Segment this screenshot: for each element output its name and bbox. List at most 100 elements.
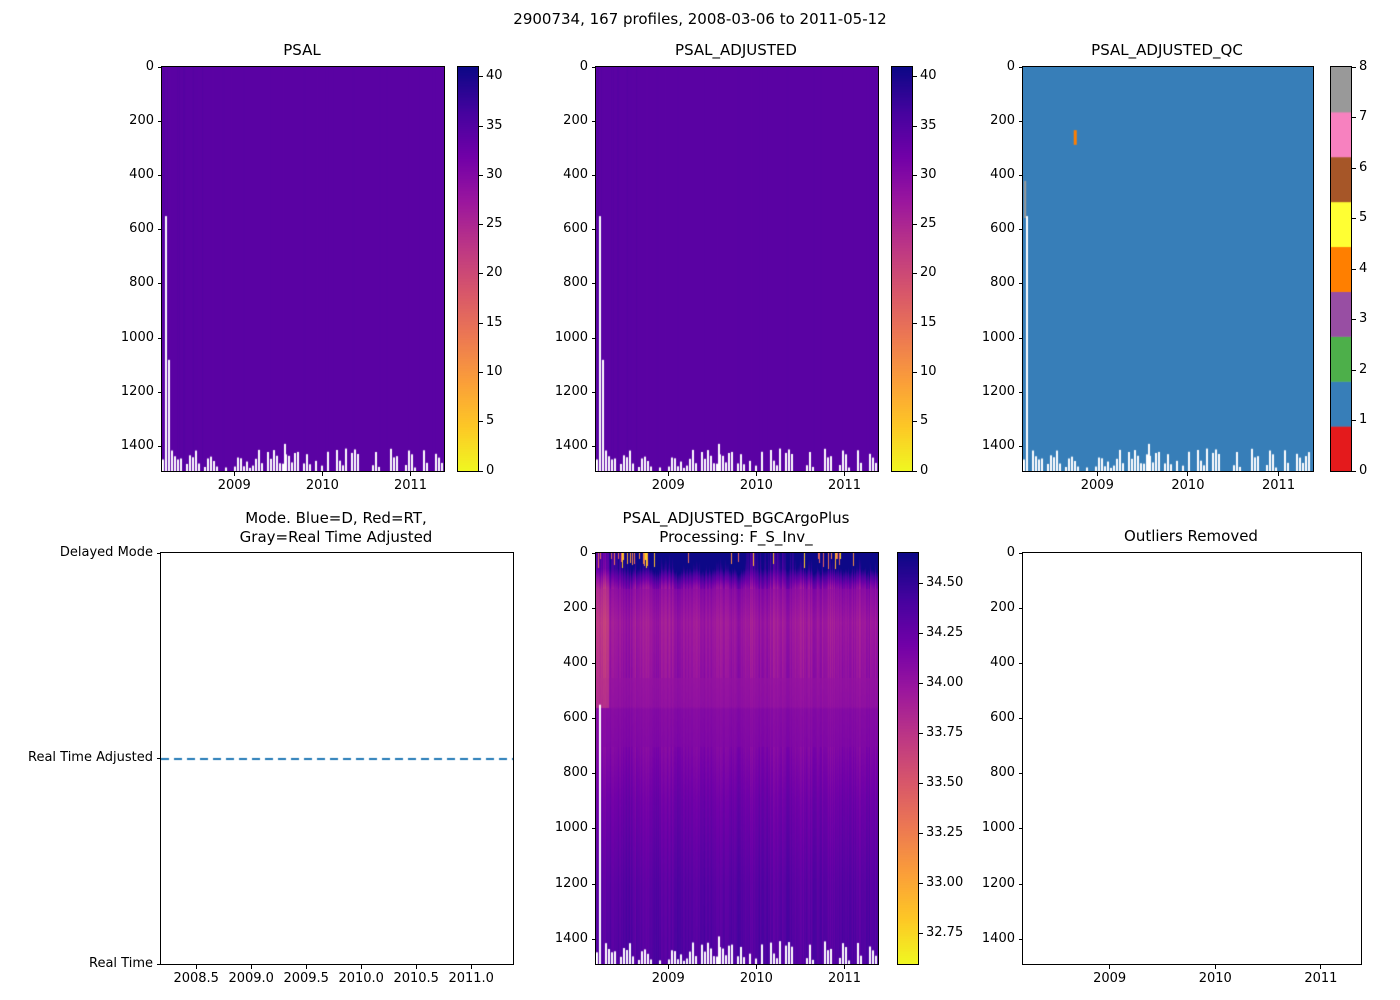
psal-heatmap [162,67,444,471]
tick-label: 0 [920,462,929,478]
tick-mark [918,783,923,785]
tick-label: 2008.5 [173,971,219,986]
tick-label: 40 [920,68,937,84]
tick-label: 2010 [739,478,773,493]
tick-label: 33.00 [926,875,964,891]
tick-label: 1400 [981,930,1015,946]
tick-mark [250,964,252,969]
tick-label: 1200 [981,383,1015,399]
tick-label: 2009 [651,478,685,493]
psal-adjusted-axes: 2009 2010 2011 0 200 400 600 800 1000 1200 1400 [555,59,879,493]
tick-mark [478,273,483,275]
tick-mark [1018,718,1023,719]
tick-mark [1018,828,1023,830]
tick-label: 1400 [120,438,154,454]
tick-mark [591,662,596,664]
tick-label: 1400 [554,438,588,454]
tick-mark [410,471,411,476]
tick-label: 200 [990,599,1015,615]
tick-mark [591,938,596,940]
tick-label: 10 [486,363,503,379]
outliers-title: Outliers Removed [1124,527,1258,545]
tick-label: 1400 [981,438,1015,454]
tick-label: 0 [1359,462,1368,478]
tick-mark [157,66,162,68]
qc-colorbar-segments [1331,67,1351,471]
tick-mark [1018,607,1023,609]
tick-mark [591,120,596,122]
tick-label: 2011 [827,478,862,493]
tick-mark [157,120,162,122]
tick-label: 2010 [1171,478,1205,493]
psal-adjusted-qc-axes: 2009 2010 2011 0 200 400 600 800 1000 1200 1400 [982,59,1314,493]
tick-label: 0 [1006,58,1015,74]
tick-label: 2011 [827,971,862,986]
tick-label: 2009 [1093,971,1127,986]
tick-label: 0 [579,544,588,560]
tick-mark [912,273,917,275]
tick-label: 200 [990,112,1015,128]
tick-mark [478,76,483,78]
tick-mark [591,337,596,339]
tick-mark [591,446,596,448]
tick-mark [157,174,162,176]
tick-label: 30 [920,166,937,182]
mode-title: Mode. Blue=D, Red=RT, Gray=Real Time Adj… [239,509,433,547]
bgc-colorbar: 34.50 34.25 34.00 33.75 33.50 33.25 33.00 32.75 [897,552,963,965]
tick-label: 2011 [393,478,428,493]
psal-adjusted-heatmap [596,67,878,471]
tick-label: 400 [563,166,588,182]
tick-mark [918,732,923,734]
outliers-plot [1023,553,1361,964]
bgc-axes: 2009 2010 2011 0 200 400 600 800 1000 1200 1400 [555,545,879,986]
tick-label: 7 [1359,109,1368,124]
tick-label: 200 [563,112,588,128]
tick-mark [1018,174,1023,176]
tick-mark [667,964,669,969]
tick-mark [1351,167,1356,169]
tick-label: 2010.0 [338,971,384,986]
tick-mark [1351,420,1356,421]
tick-label: 400 [990,654,1015,670]
bgc-colorbar-gradient [898,553,918,964]
tick-label: 35 [920,117,937,133]
tick-mark [1351,218,1356,219]
tick-label: 2009.5 [283,971,329,986]
tick-mark [478,224,483,226]
tick-label: 1400 [554,930,588,946]
tick-mark [1018,120,1023,122]
tick-mark [591,773,596,775]
outliers-axes: 2009 2010 2011 0 200 400 600 800 1000 1200 1400 [982,545,1362,986]
tick-mark [591,283,596,285]
psal-title: PSAL [283,41,321,59]
tick-label: 34.50 [926,574,964,590]
tick-label: 40 [486,68,503,84]
tick-mark [156,758,161,759]
tick-mark [912,322,917,324]
tick-mark [321,471,323,476]
tick-mark [470,964,472,969]
tick-mark [591,828,596,830]
tick-mark [478,371,483,373]
tick-label: 2011.0 [448,971,494,986]
tick-mark [1278,471,1280,476]
tick-label: Real Time [89,955,153,971]
tick-label: 2010.5 [393,971,439,986]
tick-mark [1351,268,1356,270]
tick-mark [415,964,417,969]
tick-label: 34.25 [926,624,964,640]
tick-mark [1018,446,1023,448]
tick-mark [157,229,162,231]
tick-mark [478,470,483,472]
tick-mark [156,963,161,965]
tick-label: 2009 [651,971,685,986]
tick-mark [918,933,923,935]
tick-label: 1000 [554,329,588,345]
tick-mark [844,471,845,476]
tick-label: 1200 [554,383,588,399]
tick-label: 15 [486,314,503,330]
tick-label: 8 [1359,58,1368,74]
tick-label: 800 [563,765,588,781]
psal-adjusted-qc-heatmap [1023,67,1313,471]
tick-label: 2011 [1304,971,1338,986]
